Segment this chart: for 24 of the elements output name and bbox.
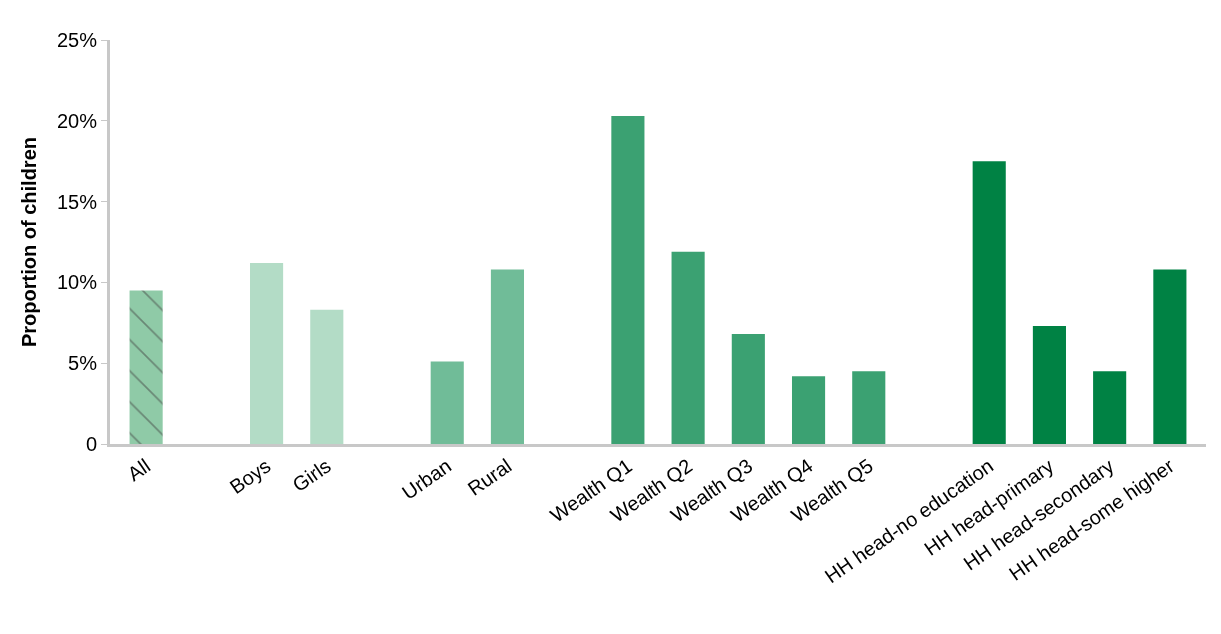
bar	[250, 263, 284, 444]
bar	[490, 269, 525, 444]
y-tick-label: 0	[85, 433, 97, 455]
bar	[671, 251, 705, 444]
y-axis-title: Proportion of children	[18, 137, 41, 347]
y-tick-label: 15%	[56, 190, 98, 213]
y-tick-label: 10%	[56, 271, 98, 294]
y-tick-label: 25%	[56, 29, 98, 51]
bar	[791, 376, 826, 444]
bar	[1093, 371, 1127, 444]
x-tick-label: All	[123, 454, 155, 486]
bar	[310, 309, 344, 444]
y-tick-label: 5%	[68, 352, 98, 375]
bar	[430, 361, 464, 444]
bar	[1032, 326, 1066, 444]
x-tick-label: Girls	[288, 454, 335, 497]
bar	[731, 334, 765, 444]
x-tick-label: Boys	[225, 454, 275, 498]
y-tick-label: 20%	[56, 109, 98, 132]
bar	[972, 161, 1006, 444]
bar	[852, 371, 886, 444]
bar	[611, 115, 645, 444]
bar	[1153, 269, 1187, 444]
bar	[129, 290, 163, 444]
